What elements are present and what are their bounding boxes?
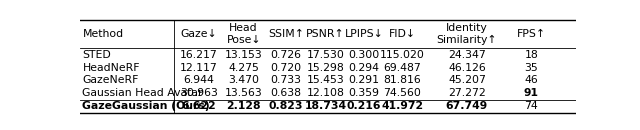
Text: 74.560: 74.560 bbox=[383, 88, 421, 98]
Text: 2.128: 2.128 bbox=[227, 101, 261, 111]
Text: 4.275: 4.275 bbox=[228, 63, 259, 73]
Text: 67.749: 67.749 bbox=[445, 101, 488, 111]
Text: 0.291: 0.291 bbox=[348, 76, 380, 85]
Text: 18.734: 18.734 bbox=[305, 101, 347, 111]
Text: 0.300: 0.300 bbox=[348, 50, 380, 60]
Text: 45.207: 45.207 bbox=[448, 76, 486, 85]
Text: FID↓: FID↓ bbox=[389, 29, 416, 39]
Text: FPS↑: FPS↑ bbox=[517, 29, 546, 39]
Text: Head
Pose↓: Head Pose↓ bbox=[227, 23, 261, 45]
Text: 46: 46 bbox=[525, 76, 538, 85]
Text: SSIM↑: SSIM↑ bbox=[268, 29, 304, 39]
Text: 13.153: 13.153 bbox=[225, 50, 262, 60]
Text: 35: 35 bbox=[525, 63, 538, 73]
Text: Identity
Similarity↑: Identity Similarity↑ bbox=[436, 23, 497, 45]
Text: 3.470: 3.470 bbox=[228, 76, 259, 85]
Text: 0.359: 0.359 bbox=[348, 88, 380, 98]
Text: 46.126: 46.126 bbox=[448, 63, 486, 73]
Text: PSNR↑: PSNR↑ bbox=[306, 29, 345, 39]
Text: STED: STED bbox=[83, 50, 111, 60]
Text: 41.972: 41.972 bbox=[381, 101, 424, 111]
Text: 91: 91 bbox=[524, 88, 539, 98]
Text: 18: 18 bbox=[525, 50, 538, 60]
Text: 69.487: 69.487 bbox=[383, 63, 421, 73]
Text: 0.726: 0.726 bbox=[270, 50, 301, 60]
Text: GazeNeRF: GazeNeRF bbox=[83, 76, 139, 85]
Text: Gaze↓: Gaze↓ bbox=[180, 29, 218, 39]
Text: Gaussian Head Avatar: Gaussian Head Avatar bbox=[83, 88, 203, 98]
Text: 0.294: 0.294 bbox=[348, 63, 380, 73]
Text: 12.117: 12.117 bbox=[180, 63, 218, 73]
Text: 81.816: 81.816 bbox=[383, 76, 421, 85]
Text: GazeGaussian (Ours): GazeGaussian (Ours) bbox=[83, 101, 210, 111]
Text: 27.272: 27.272 bbox=[448, 88, 486, 98]
Text: 0.823: 0.823 bbox=[269, 101, 303, 111]
Text: 15.453: 15.453 bbox=[307, 76, 344, 85]
Text: 24.347: 24.347 bbox=[448, 50, 486, 60]
Text: 16.217: 16.217 bbox=[180, 50, 218, 60]
Text: 30.963: 30.963 bbox=[180, 88, 218, 98]
Text: Method: Method bbox=[83, 29, 124, 39]
Text: 0.638: 0.638 bbox=[270, 88, 301, 98]
Text: 13.563: 13.563 bbox=[225, 88, 262, 98]
Text: 74: 74 bbox=[525, 101, 538, 111]
Text: 0.720: 0.720 bbox=[270, 63, 301, 73]
Text: 0.733: 0.733 bbox=[270, 76, 301, 85]
Text: 12.108: 12.108 bbox=[307, 88, 344, 98]
Text: LPIPS↓: LPIPS↓ bbox=[344, 29, 383, 39]
Text: 6.944: 6.944 bbox=[184, 76, 214, 85]
Text: 115.020: 115.020 bbox=[380, 50, 425, 60]
Text: 15.298: 15.298 bbox=[307, 63, 344, 73]
Text: 0.216: 0.216 bbox=[347, 101, 381, 111]
Text: HeadNeRF: HeadNeRF bbox=[83, 63, 140, 73]
Text: 17.530: 17.530 bbox=[307, 50, 344, 60]
Text: 6.622: 6.622 bbox=[182, 101, 216, 111]
